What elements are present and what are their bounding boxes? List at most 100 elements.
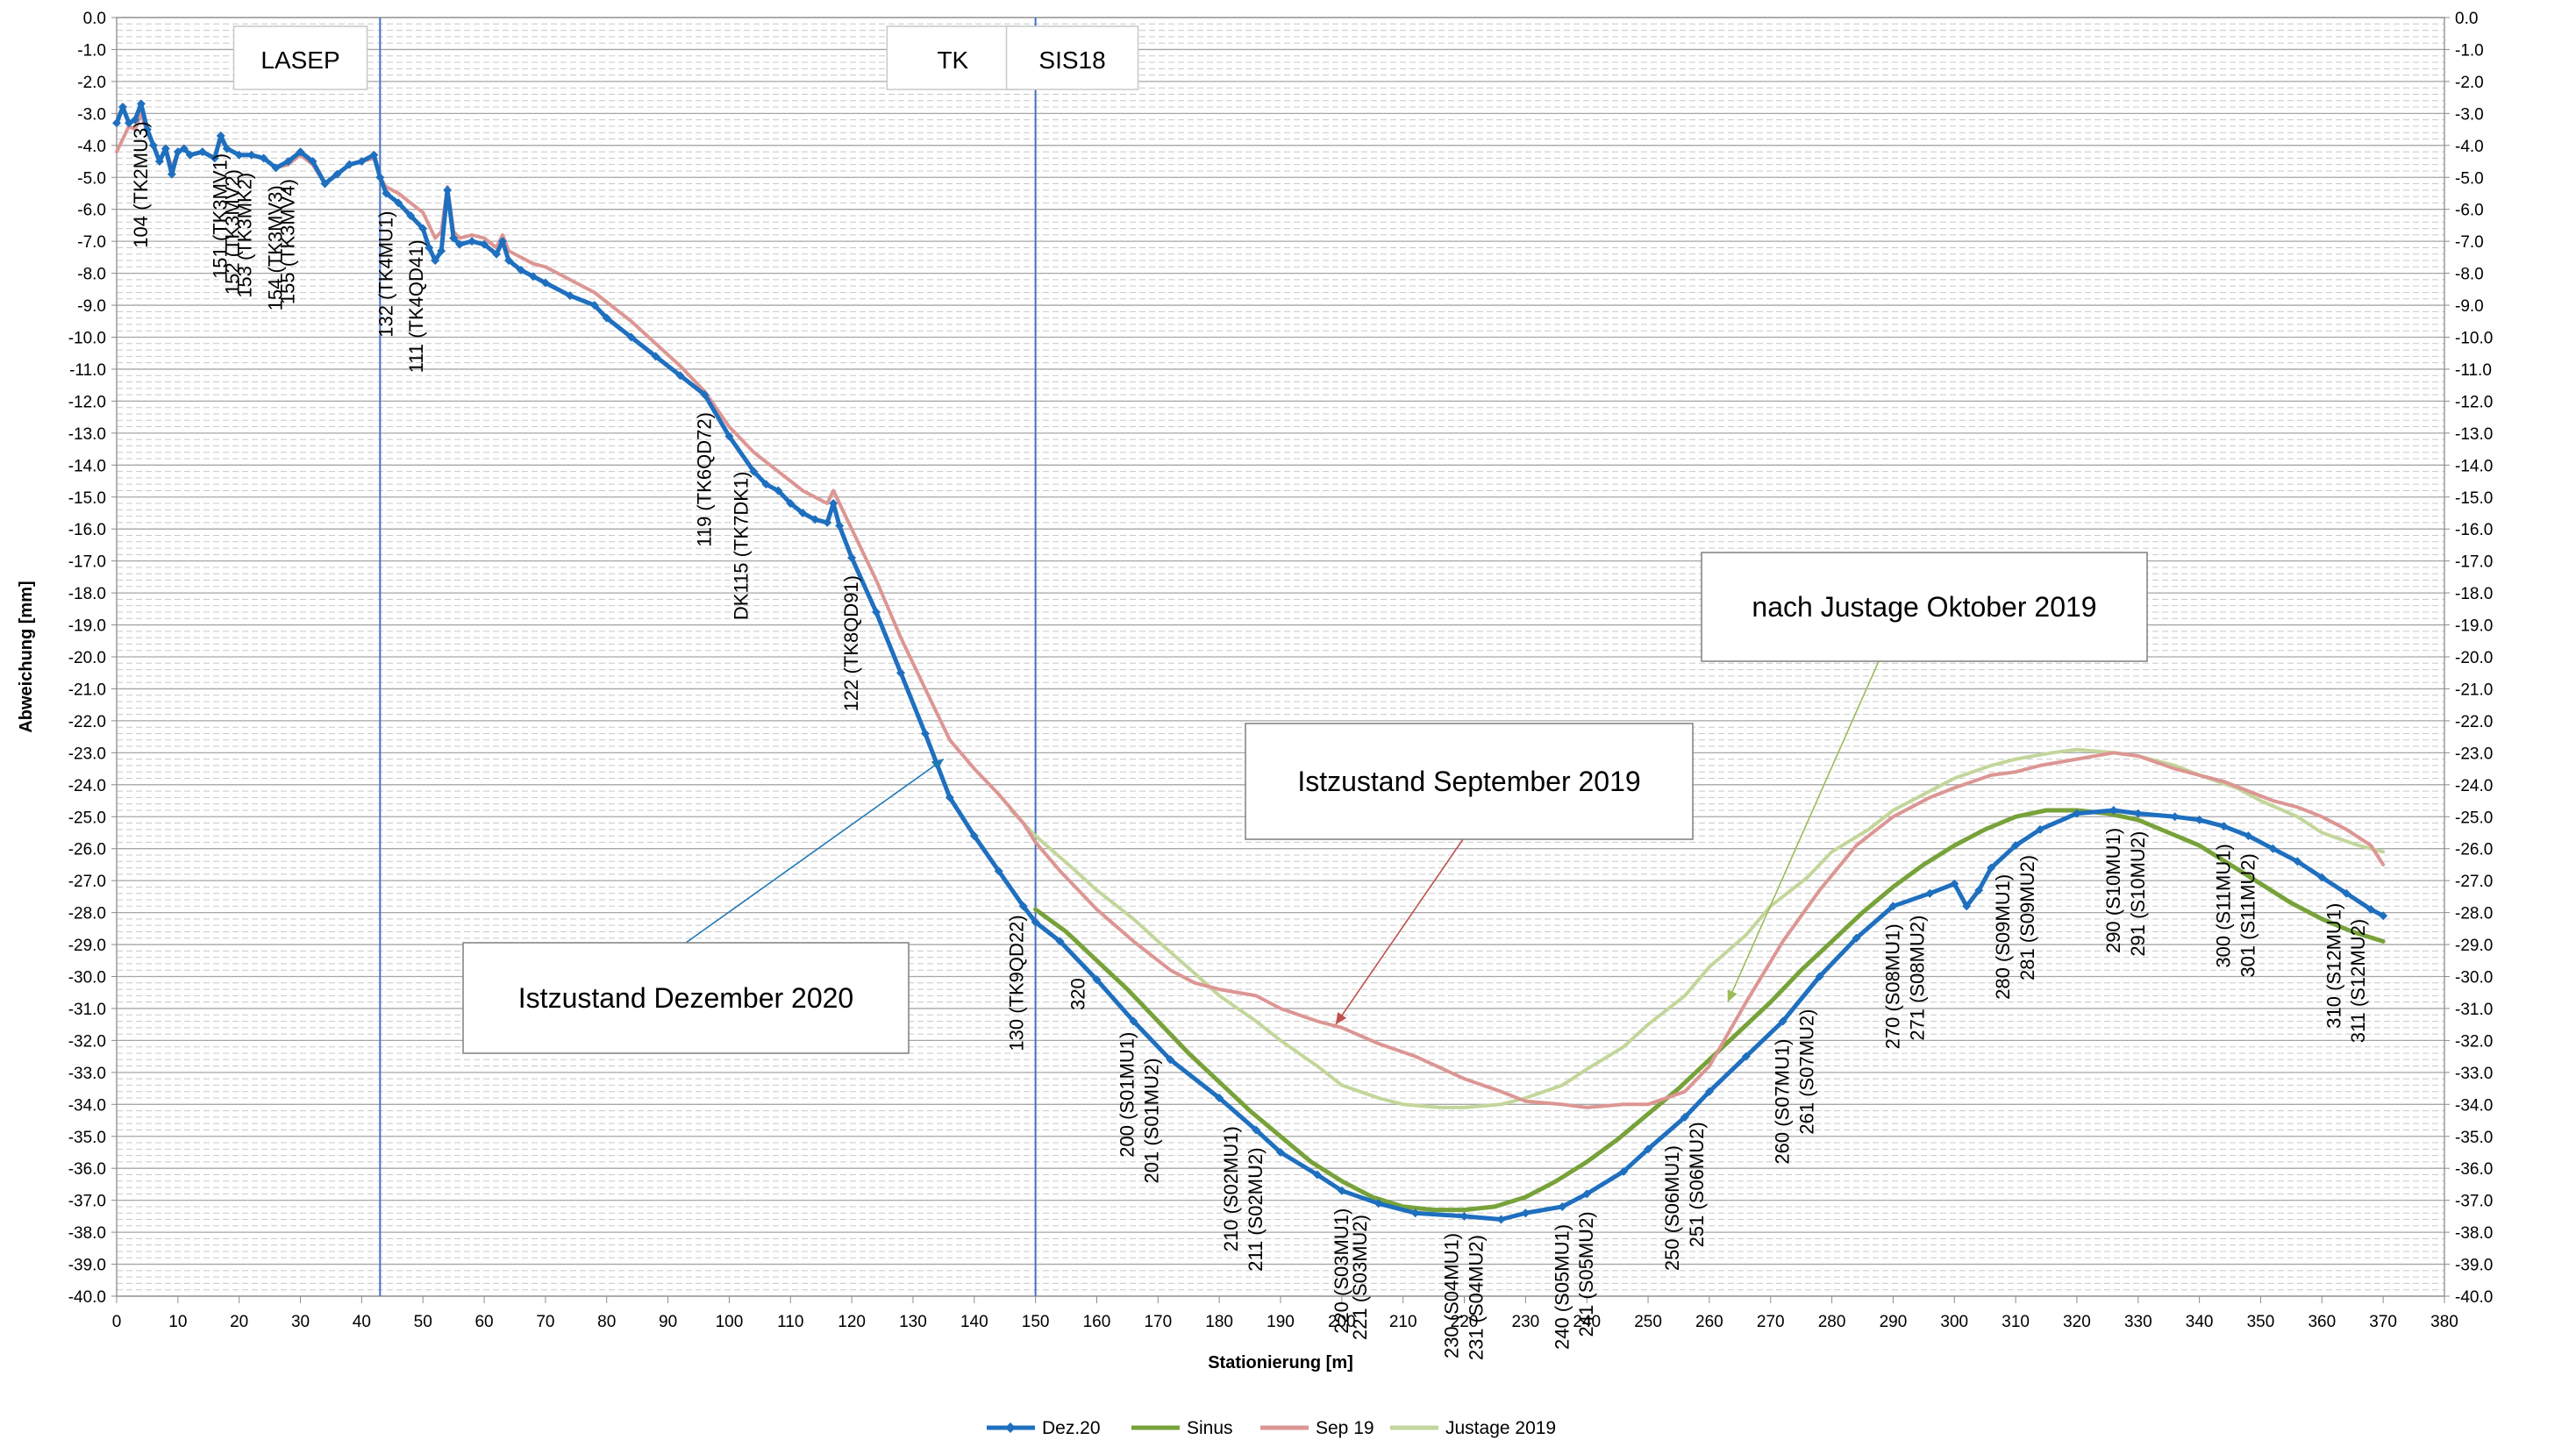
- y-tick-label: -4.0: [77, 138, 106, 156]
- data-point-dez20: [161, 144, 170, 153]
- y-tick-label-right: -24.0: [2455, 777, 2493, 795]
- y-tick-label: -9.0: [77, 297, 106, 316]
- x-tick-label: 120: [838, 1313, 866, 1331]
- data-point-dez20: [124, 118, 133, 128]
- data-point-dez20: [2036, 824, 2045, 834]
- y-tick-label: -7.0: [77, 233, 106, 252]
- x-tick-label: 300: [1940, 1313, 1968, 1331]
- point-label: 122 (TK8QD91): [840, 575, 862, 711]
- data-point-dez20: [1092, 975, 1102, 985]
- data-point-dez20: [210, 153, 219, 163]
- y-tick-label-right: -27.0: [2455, 873, 2493, 891]
- y-tick-label: -35.0: [68, 1129, 106, 1147]
- x-tick-label: 210: [1389, 1313, 1417, 1331]
- x-tick-label: 350: [2247, 1313, 2275, 1331]
- y-tick-label: -25.0: [68, 809, 106, 827]
- data-point-dez20: [761, 480, 771, 489]
- y-tick-label: -24.0: [68, 777, 106, 795]
- data-point-dez20: [437, 246, 446, 256]
- data-point-dez20: [112, 118, 121, 128]
- y-tick-label-right: -10.0: [2455, 330, 2493, 348]
- point-label: 251 (S06MU2): [1686, 1122, 1708, 1247]
- x-tick-label: 190: [1267, 1313, 1295, 1331]
- x-tick-label: 160: [1083, 1313, 1111, 1331]
- y-tick-label: -36.0: [68, 1160, 106, 1179]
- y-tick-label: -11.0: [69, 361, 106, 380]
- y-tick-label-right: -22.0: [2455, 713, 2493, 731]
- data-point-dez20: [1337, 1186, 1346, 1195]
- point-label: 300 (S11MU1): [2213, 844, 2235, 967]
- data-point-dez20: [651, 352, 660, 361]
- x-tick-label: 20: [230, 1313, 248, 1331]
- data-point-dez20: [406, 210, 416, 220]
- annotation-arrowhead: [931, 759, 944, 771]
- data-point-dez20: [136, 99, 146, 109]
- annotations: Istzustand September 2019 nach Justage Ok…: [462, 552, 2148, 1054]
- data-point-dez20: [565, 291, 574, 301]
- x-tick-label: 140: [960, 1313, 988, 1331]
- data-point-dez20: [394, 198, 403, 208]
- data-point-dez20: [130, 115, 139, 125]
- y-tick-label-right: -37.0: [2455, 1193, 2493, 1211]
- y-tick-label: -26.0: [68, 841, 106, 859]
- annotation-arrow: [1727, 660, 1880, 1002]
- y-tick-label-right: -28.0: [2455, 905, 2493, 923]
- x-tick-label: 240: [1573, 1313, 1601, 1331]
- point-label: 240 (S05MU1): [1551, 1224, 1573, 1350]
- data-point-dez20: [872, 607, 881, 617]
- data-point-dez20: [271, 163, 281, 173]
- y-tick-label: -21.0: [68, 681, 106, 699]
- x-tick-label: 100: [716, 1313, 744, 1331]
- data-point-dez20: [296, 147, 305, 157]
- data-point-dez20: [1888, 902, 1898, 911]
- y-tick-label: -31.0: [68, 1001, 106, 1019]
- y-tick-label-right: -38.0: [2455, 1224, 2493, 1243]
- point-label: 153 (TK3MK2): [234, 173, 256, 298]
- point-label: 270 (S08MU1): [1881, 923, 1903, 1049]
- data-point-dez20: [1558, 1201, 1567, 1211]
- data-point-dez20: [308, 157, 318, 167]
- data-point-dez20: [185, 150, 195, 160]
- data-point-dez20: [2133, 809, 2143, 818]
- x-tick-label: 230: [1512, 1313, 1540, 1331]
- data-point-dez20: [896, 668, 905, 678]
- y-tick-label: -2.0: [77, 74, 106, 92]
- y-tick-label-right: -4.0: [2455, 138, 2484, 156]
- data-point-dez20: [2366, 904, 2376, 914]
- data-point-dez20: [332, 169, 342, 179]
- y-tick-label-right: -36.0: [2455, 1160, 2493, 1179]
- data-point-dez20: [2170, 812, 2180, 822]
- data-point-dez20: [1521, 1208, 1531, 1218]
- y-tick-label-right: -16.0: [2455, 521, 2493, 539]
- x-tick-label: 260: [1695, 1313, 1723, 1331]
- y-tick-label-right: -11.0: [2455, 361, 2492, 380]
- data-point-dez20: [1680, 1112, 1689, 1122]
- data-point-dez20: [2268, 844, 2278, 853]
- data-point-dez20: [945, 793, 954, 802]
- y-tick-label: -34.0: [68, 1096, 106, 1115]
- y-axis-left: 0.0 -1.0 -2.0 -3.0 -4.0 -5.0 -6.0 -7.0 -8.0 -9.0 -…: [68, 10, 117, 1307]
- x-tick-label: 380: [2430, 1313, 2458, 1331]
- point-label: 154 (TK3MV3): [265, 185, 287, 310]
- point-label: 310 (S12MU1): [2323, 903, 2344, 1029]
- y-tick-label-right: -8.0: [2455, 266, 2484, 284]
- data-point-dez20: [675, 371, 685, 381]
- data-point-dez20: [786, 499, 796, 509]
- y-tick-label-right: -19.0: [2455, 617, 2493, 636]
- data-point-dez20: [283, 157, 293, 167]
- data-point-dez20: [1496, 1215, 1506, 1224]
- x-tick-label: 320: [2063, 1313, 2091, 1331]
- data-point-dez20: [345, 160, 354, 169]
- x-tick-label: 370: [2369, 1313, 2397, 1331]
- y-tick-label: -16.0: [68, 521, 106, 539]
- annotation-box: [1701, 552, 2148, 662]
- y-tick-label: -40.0: [68, 1288, 106, 1307]
- legend-label-justage: Justage 2019: [1445, 1418, 1556, 1438]
- data-point-dez20: [154, 157, 164, 167]
- y-tick-label-right: -39.0: [2455, 1257, 2493, 1275]
- data-point-dez20: [375, 173, 385, 182]
- x-tick-label: 40: [353, 1313, 371, 1331]
- data-point-dez20: [2219, 822, 2229, 831]
- annotation-text: Istzustand Dezember 2020: [518, 982, 853, 1014]
- y-tick-label: -15.0: [68, 489, 106, 508]
